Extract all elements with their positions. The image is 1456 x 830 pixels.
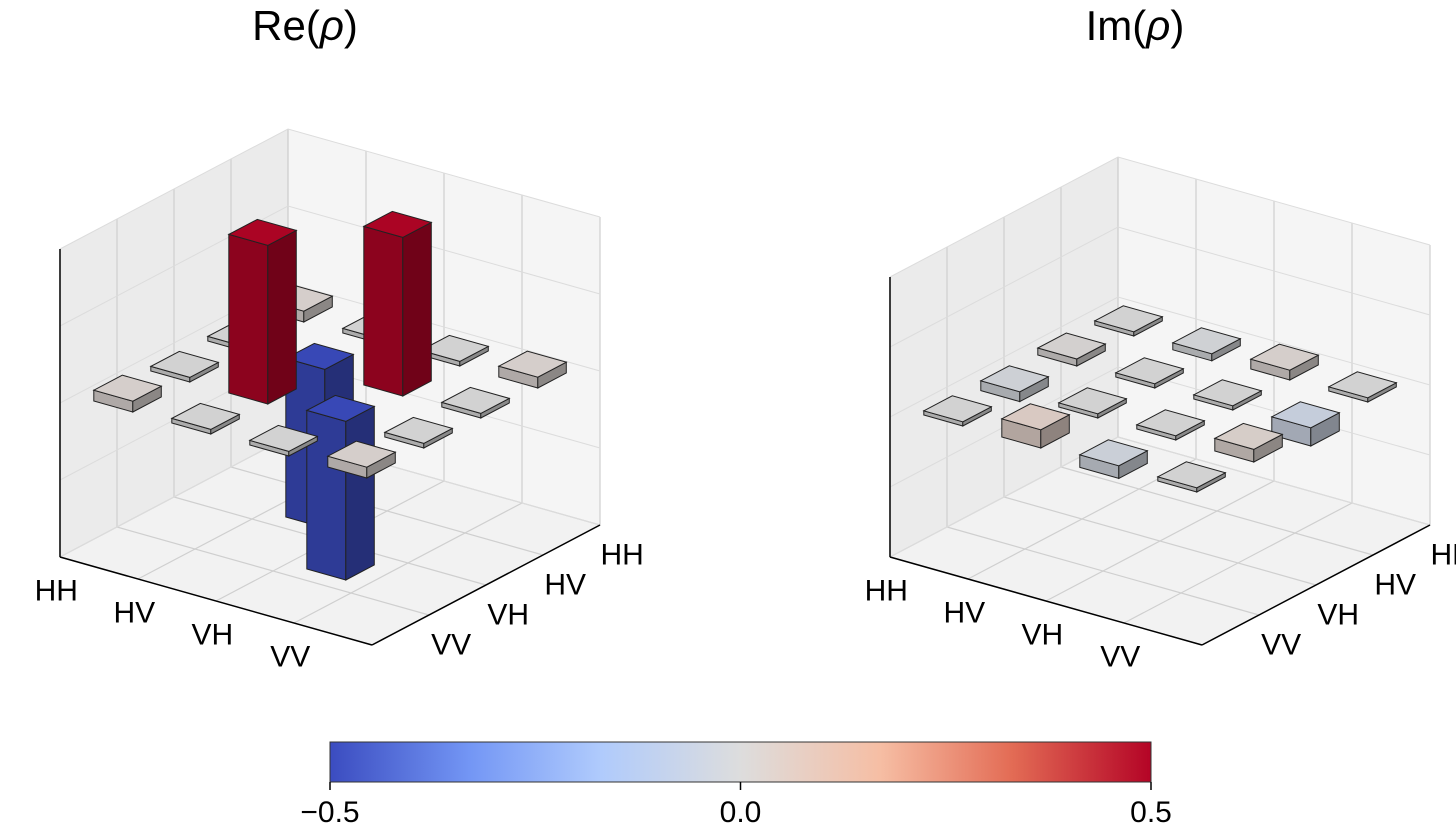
density-bar [1078, 439, 1149, 480]
density-bar [383, 416, 454, 449]
density-bar [1192, 379, 1263, 411]
real-part-tick-labels: HH HV VH VV HH HV VH VV [35, 538, 644, 673]
col-tick-label: HH [601, 538, 644, 571]
density-bar [170, 402, 241, 435]
real-part-panel: Re(ρ) HH HV VH VV HH HV VH VV [35, 2, 644, 674]
density-bar [979, 365, 1050, 403]
real-part-title: Re(ρ) [252, 2, 358, 49]
colorbar-tick-label: 0.5 [1130, 796, 1172, 829]
imaginary-part-tick-labels: HH HV VH VV HH HV VH VV [865, 538, 1456, 673]
colorbar-tick-label: −0.5 [300, 796, 359, 829]
density-bar [1036, 332, 1107, 367]
grid-line [59, 128, 601, 250]
colorbar-gradient [329, 741, 1152, 783]
imaginary-part-axes [889, 156, 1431, 646]
y-axis-line [1201, 524, 1431, 646]
density-bar [149, 350, 220, 383]
x-axis-line [59, 556, 373, 646]
density-bar [1171, 327, 1242, 362]
row-tick-label: VV [270, 641, 310, 674]
density-bar [1270, 401, 1341, 447]
colorbar: −0.5 0.0 0.5 [300, 741, 1172, 829]
density-bar [922, 395, 993, 427]
imaginary-part-panel: Im(ρ) HH HV VH VV HH HV VH VV [865, 2, 1456, 674]
grid-line [889, 436, 1431, 558]
colorbar-tick-label: 0.0 [720, 796, 762, 829]
imaginary-part-bars [922, 305, 1398, 493]
density-bar [1093, 305, 1164, 337]
density-bar [1327, 371, 1398, 403]
row-tick-label: VH [191, 619, 233, 652]
density-bar [227, 218, 298, 405]
grid-line [59, 205, 601, 327]
row-tick-label: HV [113, 597, 155, 630]
imaginary-part-title: Im(ρ) [1086, 2, 1185, 49]
y-axis-line [371, 524, 601, 646]
col-tick-label: HV [1374, 568, 1416, 601]
density-bar [1057, 387, 1128, 419]
row-tick-label: VV [1100, 641, 1140, 674]
density-bar [1114, 357, 1185, 389]
density-bar [305, 394, 376, 581]
density-bar [1213, 422, 1284, 463]
grid-line [889, 156, 1431, 278]
col-tick-label: HH [1431, 538, 1456, 571]
density-bar [1135, 409, 1206, 441]
row-tick-label: HH [865, 575, 908, 608]
col-tick-label: VH [487, 598, 529, 631]
density-bar [1156, 461, 1227, 493]
grid-line [889, 296, 1431, 418]
colorbar-ticks: −0.5 0.0 0.5 [300, 782, 1172, 829]
row-tick-label: HV [943, 597, 985, 630]
density-bar [326, 440, 397, 479]
density-bar [248, 424, 319, 457]
col-tick-label: VV [1261, 628, 1301, 661]
density-bar [1000, 403, 1071, 449]
density-bar [440, 386, 511, 419]
density-bar [1249, 343, 1320, 381]
density-bar [92, 374, 163, 413]
row-tick-label: VH [1021, 619, 1063, 652]
col-tick-label: HV [544, 568, 586, 601]
row-tick-label: HH [35, 575, 78, 608]
real-part-bars [92, 210, 568, 581]
x-axis-line [889, 556, 1203, 646]
grid-line [889, 226, 1431, 348]
density-bar [362, 210, 433, 397]
col-tick-label: VV [431, 628, 471, 661]
col-tick-label: VH [1317, 598, 1359, 631]
density-bar [497, 350, 568, 389]
